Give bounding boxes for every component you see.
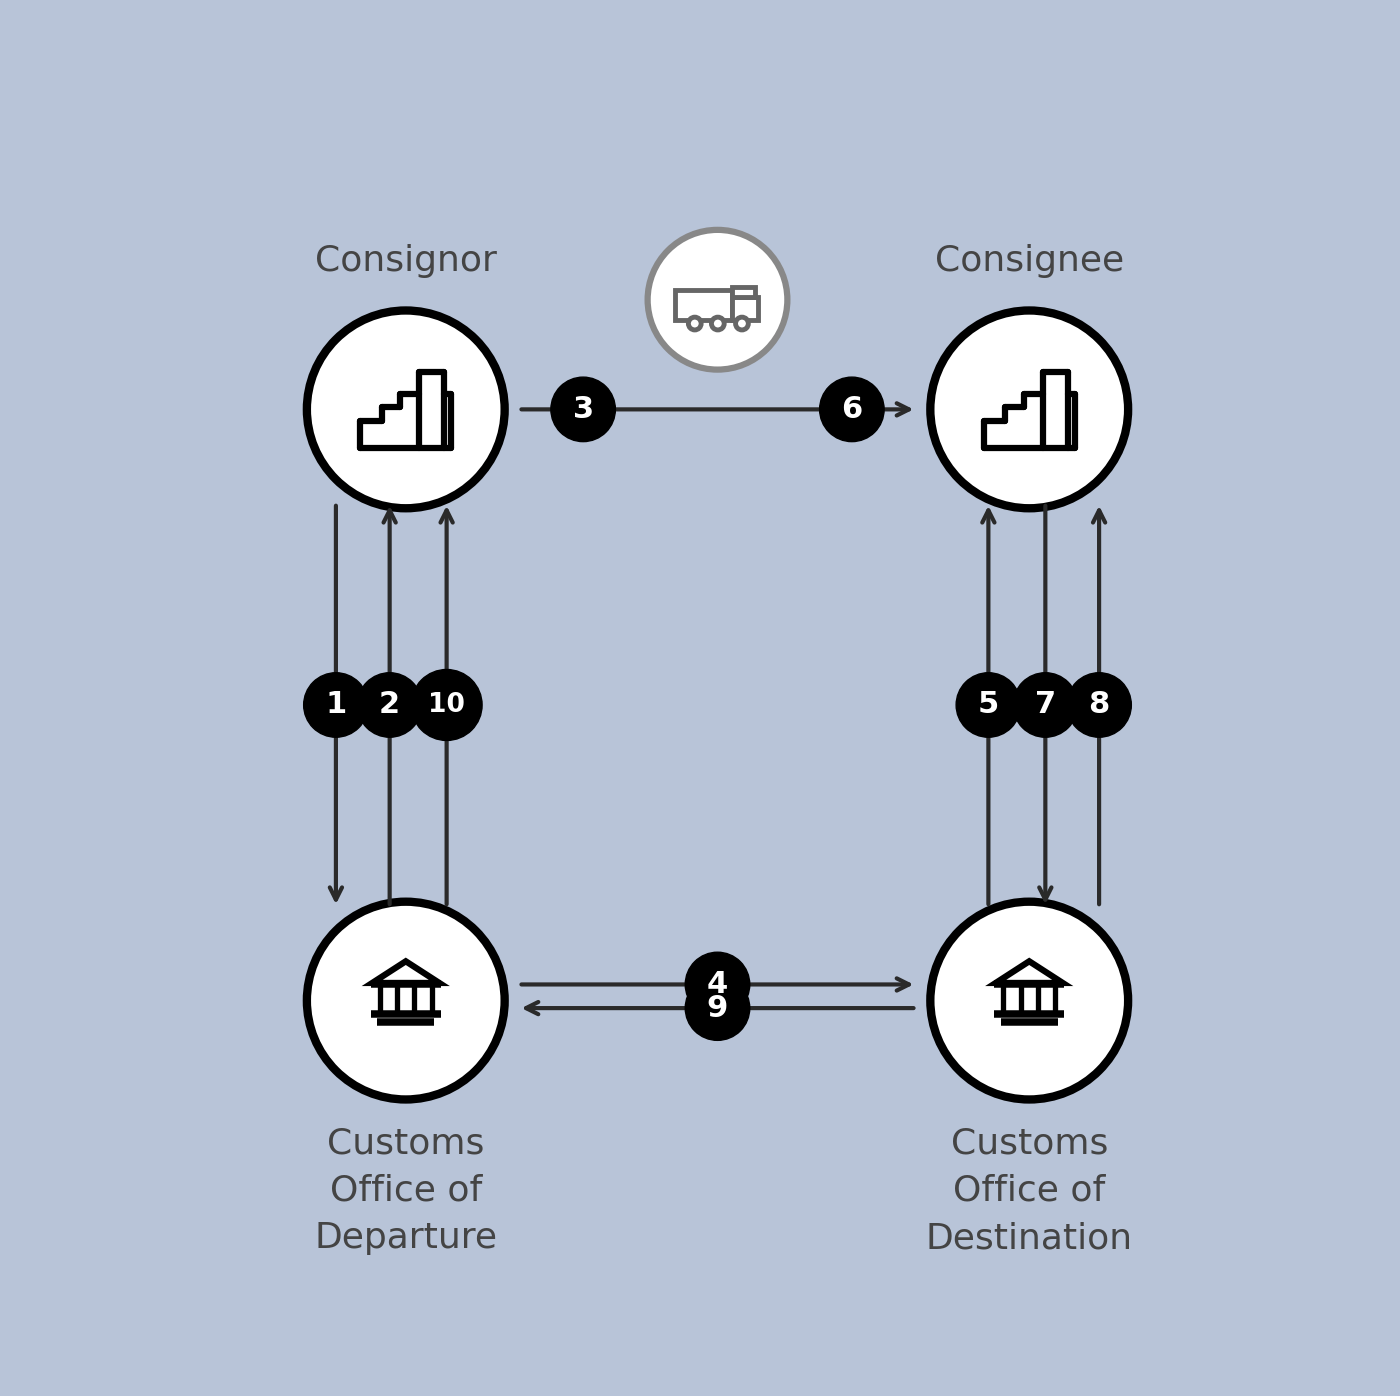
Text: 4: 4 (707, 970, 728, 1000)
Bar (675, 290, 732, 320)
Circle shape (735, 317, 749, 329)
Circle shape (307, 902, 504, 1100)
Circle shape (412, 670, 482, 740)
Circle shape (931, 310, 1128, 508)
Circle shape (931, 902, 1128, 1100)
Circle shape (648, 230, 787, 370)
Circle shape (819, 377, 885, 441)
Circle shape (685, 952, 750, 1016)
Text: 1: 1 (325, 691, 347, 719)
Text: Customs
Office of
Departure: Customs Office of Departure (314, 1127, 497, 1255)
Text: Consignee: Consignee (935, 244, 1124, 278)
Circle shape (685, 976, 750, 1040)
Bar (732, 297, 757, 320)
Circle shape (550, 377, 616, 441)
Text: 8: 8 (1088, 691, 1110, 719)
Circle shape (1014, 673, 1078, 737)
Circle shape (711, 317, 724, 329)
Circle shape (307, 310, 504, 508)
Text: 2: 2 (379, 691, 400, 719)
Text: 3: 3 (573, 395, 594, 424)
Text: Consignor: Consignor (315, 244, 497, 278)
Text: 10: 10 (428, 692, 465, 718)
Circle shape (956, 673, 1021, 737)
Circle shape (357, 673, 421, 737)
Text: Customs
Office of
Destination: Customs Office of Destination (925, 1127, 1133, 1255)
Circle shape (689, 317, 701, 329)
Text: 6: 6 (841, 395, 862, 424)
Text: 5: 5 (977, 691, 1000, 719)
Text: 7: 7 (1035, 691, 1056, 719)
Circle shape (304, 673, 368, 737)
Circle shape (1067, 673, 1131, 737)
Bar (732, 288, 755, 297)
Text: 9: 9 (707, 994, 728, 1023)
